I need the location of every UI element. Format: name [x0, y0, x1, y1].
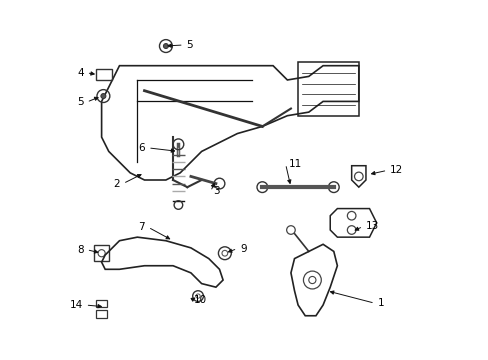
Circle shape — [101, 94, 106, 99]
Text: 10: 10 — [193, 296, 206, 305]
Text: 6: 6 — [138, 143, 145, 153]
Text: 13: 13 — [365, 221, 378, 231]
Text: 3: 3 — [213, 186, 220, 197]
Text: 5: 5 — [186, 40, 193, 50]
Text: 14: 14 — [69, 300, 82, 310]
Text: 7: 7 — [138, 222, 145, 232]
Text: 5: 5 — [77, 97, 83, 107]
Text: 9: 9 — [240, 244, 246, 253]
Text: 8: 8 — [77, 245, 83, 255]
Bar — [94, 246, 109, 261]
Text: 1: 1 — [377, 298, 384, 308]
Text: 11: 11 — [288, 159, 301, 169]
Text: 12: 12 — [389, 165, 403, 175]
Text: 2: 2 — [113, 179, 120, 189]
Text: 4: 4 — [77, 68, 83, 78]
Circle shape — [163, 44, 168, 49]
